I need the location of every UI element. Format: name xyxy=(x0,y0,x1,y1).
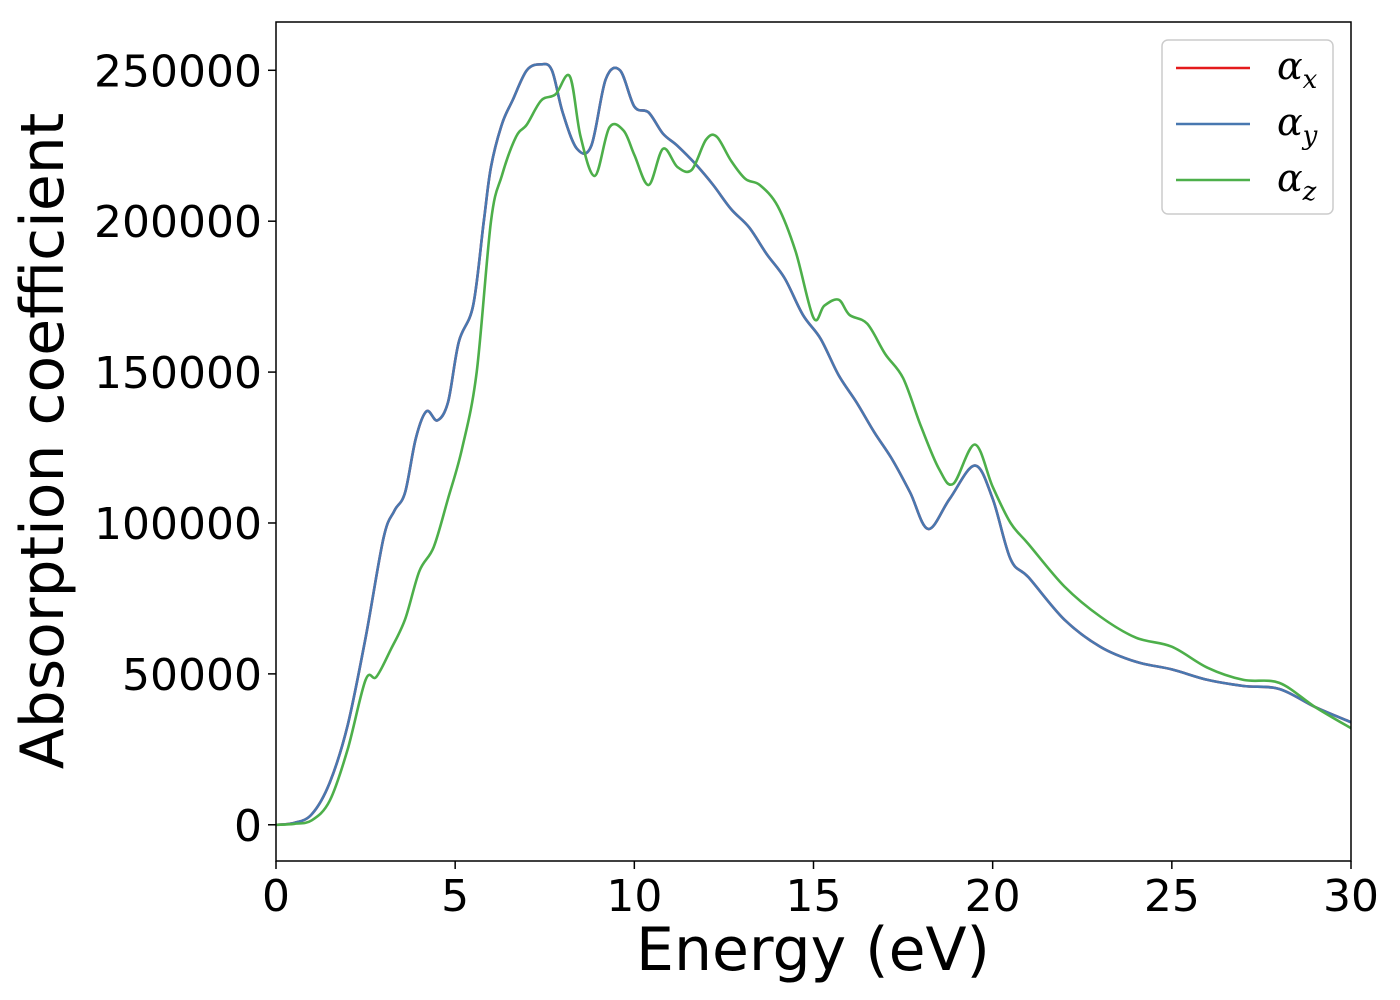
y-tick-label: 200000 xyxy=(94,197,262,248)
y-tick-label: 150000 xyxy=(94,348,262,399)
series-line-y xyxy=(275,62,1352,827)
x-axis-title: Energy (eV) xyxy=(636,915,990,985)
x-tick-label: 20 xyxy=(965,871,1021,922)
x-tick-label: 5 xyxy=(441,871,469,922)
legend-label-x: αx xyxy=(1277,44,1318,95)
x-tick-label: 25 xyxy=(1144,871,1200,922)
legend-label-y: αy xyxy=(1277,100,1318,151)
legend-label-z: αz xyxy=(1277,156,1317,207)
y-tick-label: 250000 xyxy=(94,46,262,97)
x-tick-label: 15 xyxy=(786,871,842,922)
x-tick-label: 0 xyxy=(262,871,290,922)
x-axis: 0 5 10 15 20 25 30 xyxy=(262,861,1379,922)
y-tick-label: 100000 xyxy=(94,499,262,550)
y-axis: 0 50000 100000 150000 200000 250000 xyxy=(94,46,276,852)
y-tick-label: 0 xyxy=(234,801,262,852)
x-tick-label: 10 xyxy=(606,871,662,922)
legend-box xyxy=(1161,39,1334,215)
y-axis-title: Absorption coefficient xyxy=(8,113,78,770)
y-tick-label: 50000 xyxy=(122,650,262,701)
x-tick-label: 30 xyxy=(1323,871,1379,922)
series-layer xyxy=(275,62,1352,827)
series-line-z xyxy=(275,73,1352,827)
